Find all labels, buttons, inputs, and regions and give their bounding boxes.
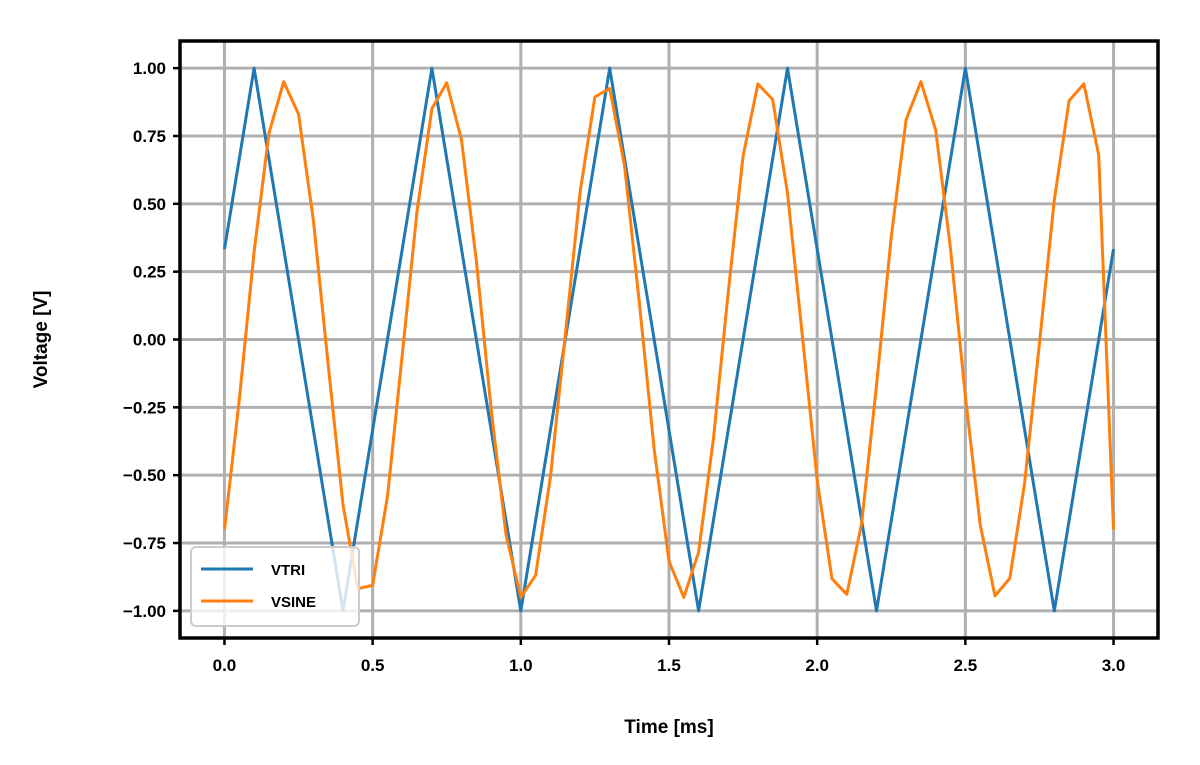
series-layer bbox=[223, 66, 1115, 613]
x-axis-label: Time [ms] bbox=[624, 717, 713, 738]
x-tick-label: 1.0 bbox=[509, 656, 533, 675]
y-tick-label: −0.25 bbox=[123, 398, 166, 417]
x-tick-label: 0.0 bbox=[213, 656, 237, 675]
y-tick-label: 0.25 bbox=[133, 263, 166, 282]
x-tick-label: 0.5 bbox=[361, 656, 385, 675]
y-tick-label: −1.00 bbox=[123, 602, 166, 621]
y-axis-label: Voltage [V] bbox=[31, 291, 52, 389]
y-tick-label: −0.75 bbox=[123, 534, 166, 553]
legend-box bbox=[190, 546, 360, 627]
x-tick-label: 3.0 bbox=[1102, 656, 1126, 675]
grid bbox=[180, 41, 1158, 638]
x-tick-label: 2.5 bbox=[954, 656, 978, 675]
legend-label-vtri: VTRI bbox=[271, 562, 305, 579]
legend: VTRI VSINE bbox=[190, 546, 360, 627]
y-tick-label: 0.75 bbox=[133, 127, 166, 146]
y-tick-label: 0.00 bbox=[133, 331, 166, 350]
ticks: 0.0 0.5 1.0 1.5 2.0 2.5 3.0 1.00 0.75 0.50 0.25 0.0… bbox=[123, 59, 1125, 675]
legend-label-vsine: VSINE bbox=[271, 594, 316, 611]
series-line-vtri bbox=[223, 66, 1115, 613]
y-tick-label: −0.50 bbox=[123, 466, 166, 485]
series-line-vsine bbox=[223, 80, 1115, 599]
x-tick-label: 2.0 bbox=[805, 656, 829, 675]
y-tick-label: 0.50 bbox=[133, 195, 166, 214]
y-tick-label: 1.00 bbox=[133, 59, 166, 78]
x-tick-label: 1.5 bbox=[657, 656, 681, 675]
